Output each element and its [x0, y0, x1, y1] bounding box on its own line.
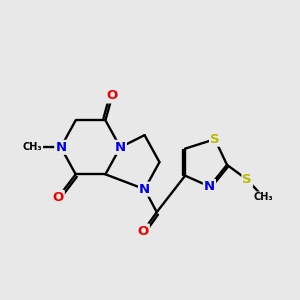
Text: S: S: [210, 133, 220, 146]
Text: O: O: [106, 89, 118, 103]
Text: N: N: [55, 141, 66, 154]
Text: CH₃: CH₃: [254, 192, 273, 202]
Text: N: N: [204, 180, 215, 193]
Text: N: N: [115, 141, 126, 154]
Text: O: O: [52, 191, 64, 204]
Text: O: O: [138, 225, 149, 238]
Text: CH₃: CH₃: [22, 142, 42, 152]
Text: S: S: [242, 173, 252, 186]
Text: N: N: [139, 183, 150, 196]
